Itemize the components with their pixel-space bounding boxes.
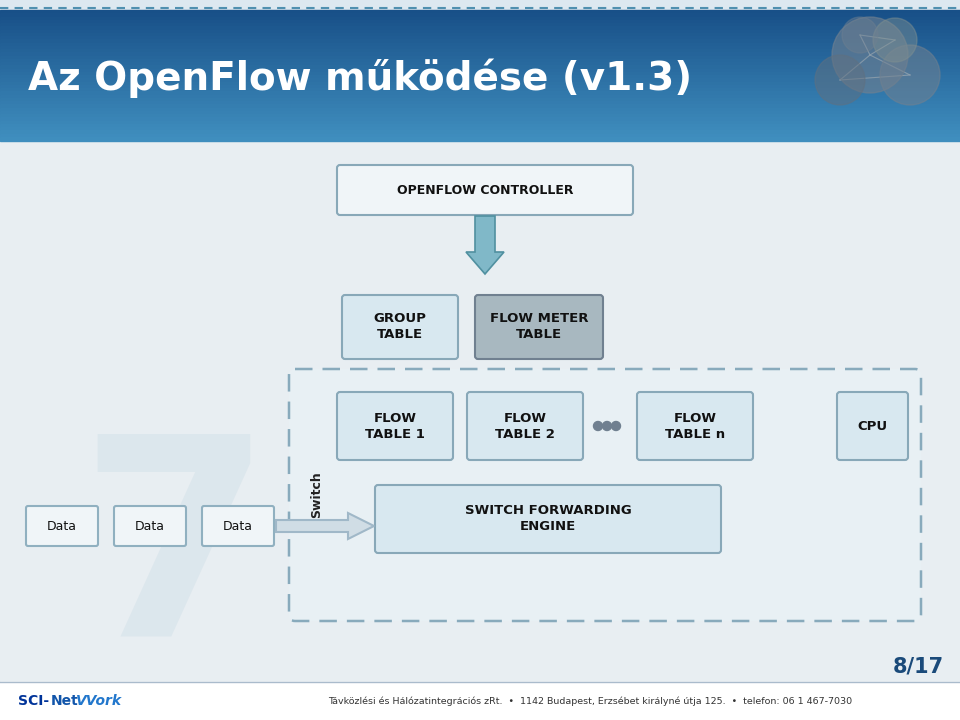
FancyBboxPatch shape: [337, 392, 453, 460]
Text: SCI-: SCI-: [18, 694, 49, 708]
Bar: [0, 101, 960, 105]
FancyBboxPatch shape: [375, 485, 721, 553]
Text: Az OpenFlow működése (v1.3): Az OpenFlow működése (v1.3): [28, 58, 692, 98]
Bar: [0, 98, 960, 102]
Bar: [0, 78, 960, 83]
Bar: [0, 55, 960, 60]
Bar: [0, 46, 960, 50]
Bar: [0, 85, 960, 89]
Bar: [0, 130, 960, 135]
Circle shape: [612, 421, 620, 431]
Bar: [0, 59, 960, 63]
Bar: [0, 30, 960, 34]
Bar: [0, 104, 960, 109]
Bar: [0, 53, 960, 56]
Text: 8/17: 8/17: [893, 656, 944, 676]
Circle shape: [815, 55, 865, 105]
FancyBboxPatch shape: [114, 506, 186, 546]
Text: Távközlési és Hálózatintegrációs zRt.  •  1142 Budapest, Erzsébet királyné útja : Távközlési és Hálózatintegrációs zRt. • …: [328, 696, 852, 706]
Text: Data: Data: [223, 520, 253, 533]
Circle shape: [880, 45, 940, 105]
Bar: [0, 91, 960, 96]
FancyBboxPatch shape: [637, 392, 753, 460]
Text: Net: Net: [51, 694, 79, 708]
Bar: [0, 32, 960, 37]
Bar: [0, 75, 960, 79]
Bar: [0, 140, 960, 700]
Circle shape: [832, 17, 908, 93]
FancyBboxPatch shape: [26, 506, 98, 546]
Circle shape: [593, 421, 603, 431]
Text: GROUP
TABLE: GROUP TABLE: [373, 312, 426, 341]
FancyBboxPatch shape: [337, 165, 633, 215]
Bar: [0, 682, 960, 720]
Bar: [0, 114, 960, 118]
Text: Switch: Switch: [310, 472, 324, 518]
Bar: [0, 127, 960, 131]
Bar: [0, 19, 960, 24]
Text: FLOW
TABLE 2: FLOW TABLE 2: [495, 412, 555, 441]
Text: FLOW
TABLE n: FLOW TABLE n: [665, 412, 725, 441]
Circle shape: [873, 18, 917, 62]
Polygon shape: [466, 216, 504, 274]
Bar: [0, 23, 960, 27]
Bar: [0, 13, 960, 17]
Bar: [0, 49, 960, 53]
Bar: [0, 10, 960, 14]
FancyBboxPatch shape: [202, 506, 274, 546]
Text: OPENFLOW CONTROLLER: OPENFLOW CONTROLLER: [396, 184, 573, 197]
Polygon shape: [276, 513, 374, 539]
Bar: [0, 117, 960, 122]
Bar: [0, 66, 960, 70]
Text: FLOW
TABLE 1: FLOW TABLE 1: [365, 412, 425, 441]
Bar: [0, 107, 960, 112]
Bar: [0, 42, 960, 47]
Bar: [0, 81, 960, 86]
Bar: [0, 94, 960, 99]
Text: CPU: CPU: [857, 420, 888, 433]
Text: 7: 7: [79, 425, 272, 695]
FancyBboxPatch shape: [475, 295, 603, 359]
Circle shape: [842, 17, 878, 53]
Bar: [0, 36, 960, 40]
Circle shape: [603, 421, 612, 431]
Bar: [0, 124, 960, 128]
Bar: [0, 88, 960, 92]
Text: VVork: VVork: [76, 694, 122, 708]
Bar: [0, 17, 960, 21]
FancyBboxPatch shape: [467, 392, 583, 460]
Bar: [0, 68, 960, 73]
FancyBboxPatch shape: [837, 392, 908, 460]
Bar: [0, 133, 960, 138]
FancyBboxPatch shape: [289, 369, 921, 621]
Bar: [0, 40, 960, 43]
Bar: [0, 72, 960, 76]
Text: Data: Data: [47, 520, 77, 533]
Text: Data: Data: [135, 520, 165, 533]
FancyBboxPatch shape: [342, 295, 458, 359]
Bar: [0, 120, 960, 125]
Bar: [0, 137, 960, 141]
Bar: [0, 111, 960, 115]
Bar: [0, 26, 960, 30]
Text: FLOW METER
TABLE: FLOW METER TABLE: [490, 312, 588, 341]
Bar: [0, 62, 960, 66]
Text: SWITCH FORWARDING
ENGINE: SWITCH FORWARDING ENGINE: [465, 505, 632, 534]
